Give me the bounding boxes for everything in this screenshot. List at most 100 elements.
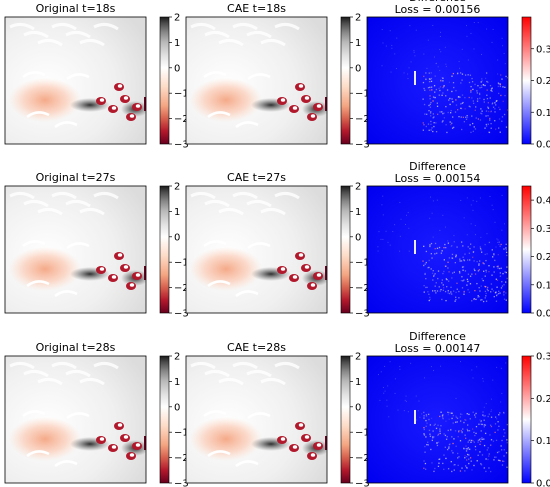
wake-region (190, 417, 262, 461)
colorbar-tick-label: 0.0 (536, 140, 550, 151)
magnitude-heatmap (5, 186, 146, 313)
colorbar-tick-label: −2 (174, 114, 189, 125)
panel-title: CAE t=18s (227, 2, 286, 15)
colorbar (159, 355, 170, 484)
colorbar-tick-label: −1 (355, 428, 370, 439)
colorbar-tick-label: 2 (174, 182, 180, 193)
colorbar-tick-label: 0 (174, 402, 180, 413)
colorbar-tick-label: −2 (174, 283, 189, 294)
colorbar-tick-label: 0.2 (536, 252, 550, 263)
panel-title: CAE t=28s (227, 341, 286, 354)
colorbar-tick-label: 0.1 (536, 436, 550, 447)
axes-frame (366, 355, 509, 484)
wake-region (190, 247, 262, 291)
wake-region (9, 417, 81, 461)
axes-frame (185, 355, 328, 484)
colorbar-tick-label: 0.0 (536, 309, 550, 320)
colorbar-tick-label: 0.2 (536, 394, 550, 405)
colorbar-tick-label: 2 (355, 13, 361, 24)
panel-title: Original t=27s (36, 171, 116, 184)
axes-frame (185, 16, 328, 145)
magnitude-heatmap (186, 356, 327, 483)
panel-title: CAE t=27s (227, 171, 286, 184)
colorbar-tick-label: −1 (174, 428, 189, 439)
colorbar-tick-label: −3 (174, 140, 189, 151)
colorbar-tick-label: 1 (174, 207, 180, 218)
colorbar-tick-label: 0.2 (536, 76, 550, 87)
difference-heatmap (367, 356, 508, 483)
colorbar-tick-label: 2 (174, 352, 180, 363)
difference-heatmap (367, 186, 508, 313)
difference-heatmap (367, 17, 508, 144)
colorbar-tick-label: −3 (355, 140, 370, 151)
panel-title: Original t=18s (36, 2, 116, 15)
object-edge-error (414, 71, 416, 85)
object-edge-error (414, 240, 416, 254)
colorbar-tick-label: −1 (174, 89, 189, 100)
loss-label: Loss = 0.00147 (395, 342, 481, 355)
colorbar-tick-label: 0.0 (536, 479, 550, 487)
colorbar-tick-label: −1 (174, 258, 189, 269)
colorbar-tick-label: 0 (355, 402, 361, 413)
colorbar-tick-label: 1 (174, 377, 180, 388)
panel-title: Difference (409, 0, 466, 4)
colorbar-tick-label: 0 (174, 232, 180, 243)
colorbar-tick-label: 2 (174, 13, 180, 24)
colorbar-tick-label: −3 (174, 309, 189, 320)
colorbar (340, 16, 351, 145)
colorbar-tick-label: −1 (355, 89, 370, 100)
panel-title: Difference (409, 330, 466, 343)
colorbar-tick-label: −2 (355, 283, 370, 294)
object-edge-error (414, 410, 416, 424)
axes-frame (366, 16, 509, 145)
colorbar (521, 185, 532, 314)
loss-label: Loss = 0.00154 (395, 172, 481, 185)
colorbar-tick-label: 0.4 (536, 196, 550, 207)
colorbar-tick-label: −3 (355, 479, 370, 487)
axes-frame (366, 185, 509, 314)
colorbar-tick-label: 0.3 (536, 352, 550, 363)
axes-frame (4, 355, 147, 484)
panel-title: Original t=28s (36, 341, 116, 354)
colorbar-tick-label: 0 (174, 63, 180, 74)
colorbar-tick-label: 0.3 (536, 44, 550, 55)
colorbar (521, 355, 532, 484)
colorbar-tick-label: −3 (355, 309, 370, 320)
wake-region (9, 247, 81, 291)
colorbar-tick-label: 1 (174, 38, 180, 49)
colorbar-tick-label: 0.3 (536, 224, 550, 235)
colorbar-tick-label: −1 (355, 258, 370, 269)
colorbar-tick-label: 1 (355, 377, 361, 388)
colorbar-tick-label: −2 (355, 453, 370, 464)
colorbar-tick-label: 0.1 (536, 280, 550, 291)
axes-frame (4, 185, 147, 314)
magnitude-heatmap (5, 356, 146, 483)
panel-title: Difference (409, 160, 466, 173)
colorbar-tick-label: 0 (355, 232, 361, 243)
colorbar-tick-label: 0 (355, 63, 361, 74)
colorbar-tick-label: 2 (355, 182, 361, 193)
axes-frame (185, 185, 328, 314)
colorbar-tick-label: −2 (174, 453, 189, 464)
colorbar-tick-label: 0.1 (536, 108, 550, 119)
loss-label: Loss = 0.00156 (395, 3, 481, 16)
magnitude-heatmap (186, 17, 327, 144)
colorbar-tick-label: 2 (355, 352, 361, 363)
colorbar (340, 355, 351, 484)
colorbar (521, 16, 532, 145)
colorbar-tick-label: 1 (355, 38, 361, 49)
colorbar (159, 185, 170, 314)
colorbar-tick-label: 1 (355, 207, 361, 218)
axes-frame (4, 16, 147, 145)
wake-region (190, 78, 262, 122)
colorbar (159, 16, 170, 145)
